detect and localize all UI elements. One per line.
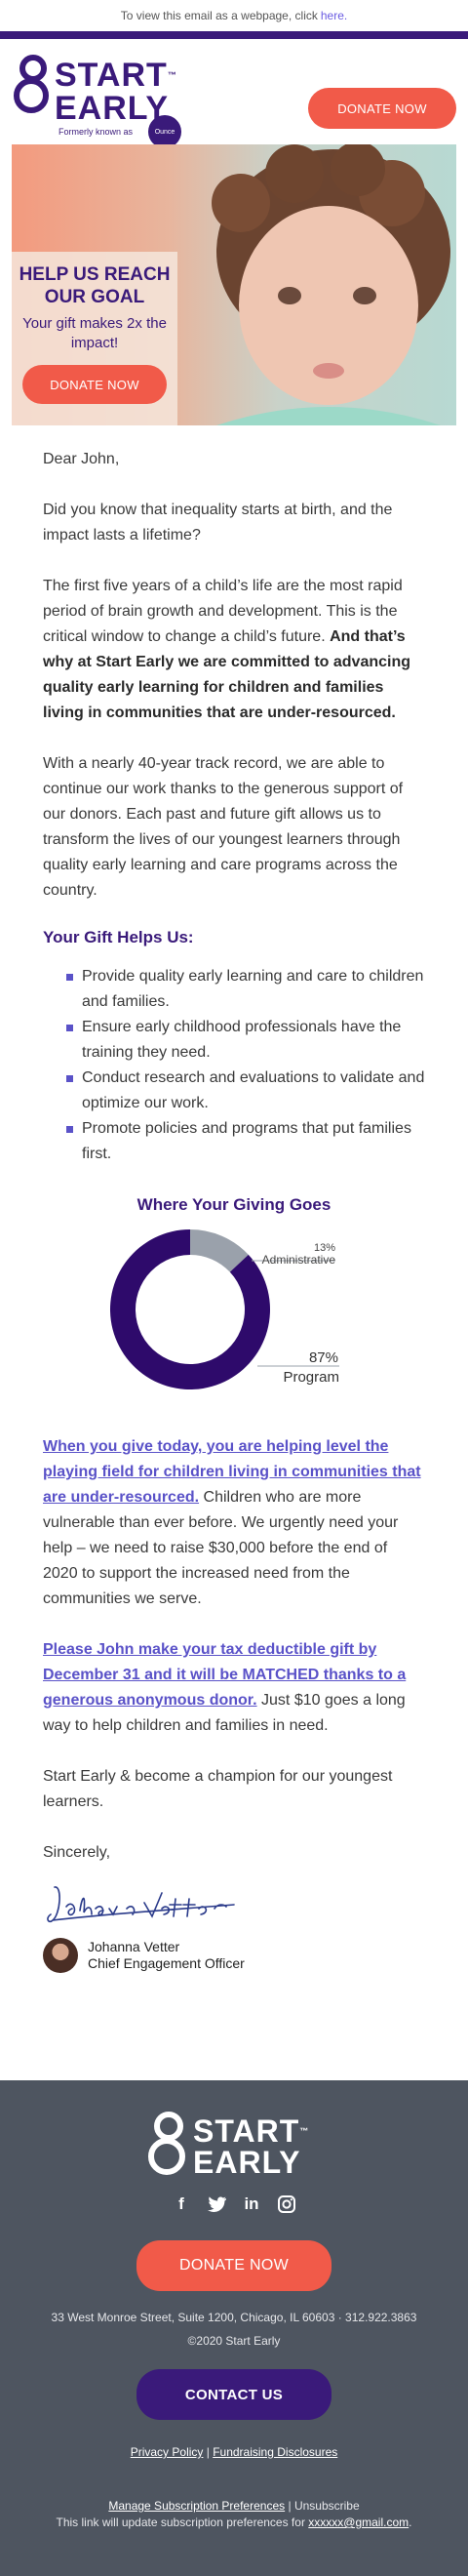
gift-helps-heading: Your Gift Helps Us: bbox=[43, 928, 194, 946]
preheader-text: To view this email as a webpage, click bbox=[120, 9, 318, 22]
manage-note: This link will update subscription prefe… bbox=[56, 2516, 305, 2529]
program-category-label: Program bbox=[283, 1369, 339, 1386]
list-item: Ensure early childhood professionals hav… bbox=[66, 1015, 425, 1066]
hero-subline: Your gift makes 2x the impact! bbox=[22, 315, 167, 351]
top-divider bbox=[0, 31, 468, 39]
footer-copyright: ©2020 Start Early bbox=[187, 2334, 281, 2348]
twitter-icon[interactable] bbox=[206, 2194, 227, 2215]
linkedin-icon[interactable]: in bbox=[244, 2194, 259, 2213]
facebook-icon[interactable]: f bbox=[178, 2194, 184, 2213]
paragraph-track-record: With a nearly 40-year track record, we a… bbox=[43, 755, 404, 899]
header-donate-button[interactable]: DONATE NOW bbox=[308, 88, 456, 129]
hero-callout: HELP US REACH OUR GOAL Your gift makes 2… bbox=[12, 252, 177, 425]
instagram-icon[interactable] bbox=[276, 2194, 297, 2215]
commitment-statement: And that’s why at Start Early we are com… bbox=[43, 628, 410, 721]
formerly-known-as: Formerly known as bbox=[58, 127, 134, 137]
level-field-link[interactable]: When you give today, you are helping lev… bbox=[43, 1438, 421, 1506]
signer-name: Johanna Vetter bbox=[88, 1939, 180, 1954]
hero-banner: HELP US REACH OUR GOAL Your gift makes 2… bbox=[12, 144, 456, 425]
donut-chart: 13% Administrative 87% Program bbox=[109, 1229, 339, 1389]
subscription-block: Manage Subscription Preferences | Unsubs… bbox=[56, 2499, 412, 2529]
signature-image bbox=[47, 1886, 235, 1923]
paragraph-inequality: Did you know that inequality starts at b… bbox=[43, 502, 393, 543]
logo-wordmark: START™ EARLY bbox=[55, 57, 177, 127]
fundraising-disclosures-link[interactable]: Fundraising Disclosures bbox=[213, 2445, 338, 2459]
list-item: Promote policies and programs that put f… bbox=[66, 1116, 425, 1167]
chart-title: Where Your Giving Goes bbox=[136, 1195, 332, 1214]
start-early-logo[interactable]: START™ EARLY Formerly known as Ounce bbox=[12, 53, 181, 148]
matched-gift-link[interactable]: Please John make your tax deductible gif… bbox=[43, 1641, 407, 1709]
footer-logo[interactable]: START™ EARLY bbox=[146, 2110, 322, 2188]
subscriber-email-link[interactable]: xxxxxx@gmail.com bbox=[308, 2516, 410, 2529]
avatar bbox=[43, 1938, 78, 1973]
admin-value-label: 13% bbox=[314, 1242, 335, 1254]
manage-preferences-link[interactable]: Manage Subscription Preferences bbox=[108, 2499, 286, 2513]
gift-list: Provide quality early learning and care … bbox=[43, 964, 425, 1167]
hero-donate-button[interactable]: DONATE NOW bbox=[22, 365, 167, 404]
greeting: Dear John, bbox=[43, 451, 120, 467]
program-value-label: 87% bbox=[309, 1349, 338, 1366]
donut-slice-administrative bbox=[190, 1229, 249, 1272]
list-item: Conduct research and evaluations to vali… bbox=[66, 1066, 425, 1116]
footer-logo-figure-icon bbox=[148, 2112, 185, 2175]
preheader: To view this email as a webpage, click h… bbox=[0, 0, 468, 31]
child-photo bbox=[212, 144, 450, 425]
email-header: START™ EARLY Formerly known as Ounce DON… bbox=[0, 39, 468, 148]
legal-separator: | bbox=[206, 2445, 214, 2459]
donut-slice-program bbox=[109, 1229, 270, 1389]
paragraph-match: Please John make your tax deductible gif… bbox=[43, 1641, 407, 1734]
signer-block: Johanna Vetter Chief Engagement Officer bbox=[43, 1938, 425, 1973]
letter-body: Dear John, Did you know that inequality … bbox=[0, 447, 468, 1973]
social-links: f in bbox=[0, 2194, 468, 2215]
paragraph-champion: Start Early & become a champion for our … bbox=[43, 1768, 393, 1810]
paragraph-first-five-years: The first five years of a child’s life a… bbox=[43, 578, 410, 721]
manage-separator: | bbox=[288, 2499, 294, 2513]
email-footer: START™ EARLY f in DONATE NOW 33 West Mon… bbox=[0, 2080, 468, 2576]
signature bbox=[43, 1875, 425, 1934]
view-webpage-link[interactable]: here. bbox=[320, 9, 348, 22]
unsubscribe-link[interactable]: Unsubscribe bbox=[293, 2499, 360, 2513]
paragraph-level-field: When you give today, you are helping lev… bbox=[43, 1438, 421, 1607]
signer-title: Chief Engagement Officer bbox=[88, 1955, 245, 1971]
contact-us-button[interactable]: CONTACT US bbox=[136, 2369, 332, 2420]
footer-donate-button[interactable]: DONATE NOW bbox=[136, 2240, 332, 2291]
admin-category-label: Administrative bbox=[262, 1253, 336, 1267]
privacy-policy-link[interactable]: Privacy Policy bbox=[130, 2445, 204, 2459]
giving-chart: Where Your Giving Goes 13% Administrativ… bbox=[43, 1192, 425, 1409]
legal-links: Privacy Policy | Fundraising Disclosures bbox=[0, 2445, 468, 2459]
footer-wordmark: START™ EARLY bbox=[193, 2113, 310, 2180]
footer-address: 33 West Monroe Street, Suite 1200, Chica… bbox=[51, 2311, 417, 2324]
logo-figure-icon bbox=[14, 55, 49, 113]
hero-headline: HELP US REACH OUR GOAL bbox=[19, 264, 171, 307]
ounce-badge: Ounce bbox=[148, 115, 181, 148]
list-item: Provide quality early learning and care … bbox=[66, 964, 425, 1015]
closing: Sincerely, bbox=[43, 1844, 111, 1861]
